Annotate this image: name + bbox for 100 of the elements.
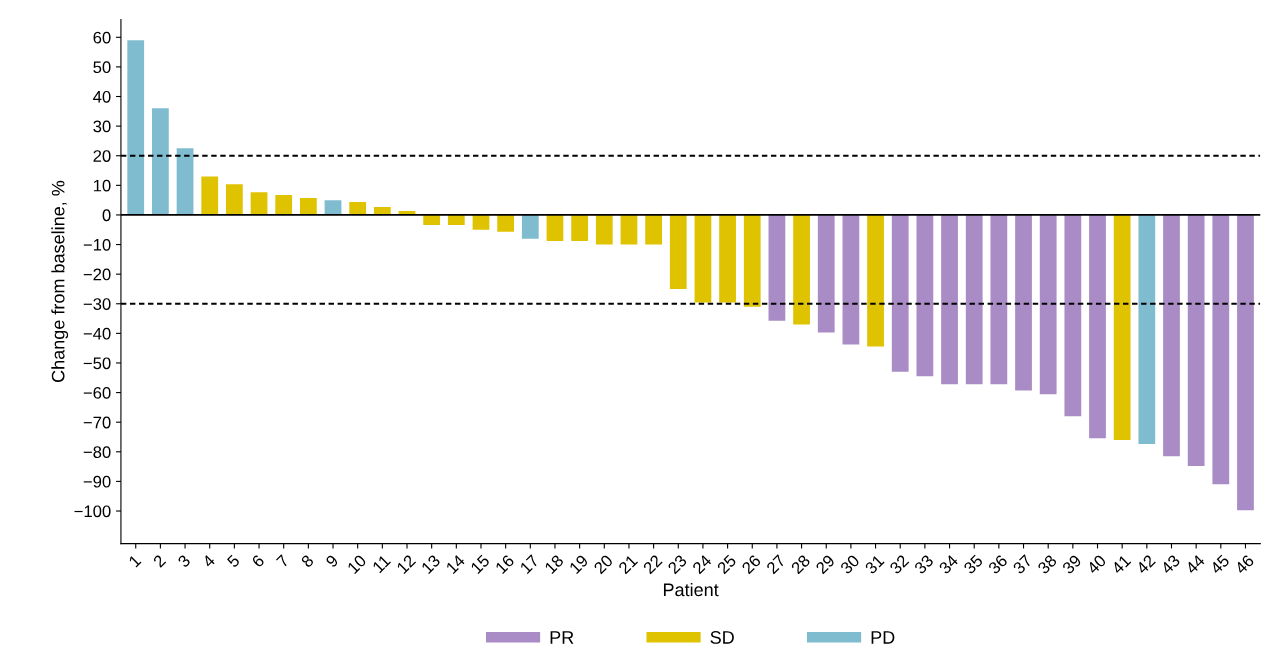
y-tick-label: −30 [83, 298, 111, 310]
bar [669, 214, 687, 289]
bar [1089, 214, 1106, 439]
bar [990, 214, 1008, 385]
bar [719, 214, 736, 303]
x-tick-label: 24 [691, 553, 713, 575]
y-tick-label: 20 [93, 150, 111, 162]
bar [916, 214, 934, 377]
bar [595, 214, 613, 245]
y-tick-label: 10 [93, 179, 111, 192]
x-tick-label: 26 [741, 554, 762, 575]
x-tick-label: 4 [201, 554, 216, 569]
bar [1039, 214, 1057, 395]
bar [250, 192, 268, 215]
bar [127, 40, 145, 215]
bar [1113, 214, 1131, 440]
bar [891, 214, 909, 372]
bar [546, 214, 564, 241]
x-tick-label: 30 [839, 554, 861, 575]
y-tick-label: 0 [102, 209, 111, 222]
x-tick-label: 9 [325, 554, 339, 568]
x-tick-label: 43 [1160, 554, 1181, 575]
bar [694, 214, 712, 303]
x-tick-label: 31 [864, 554, 885, 575]
y-tick-label: −100 [74, 505, 111, 518]
x-tick-label: 6 [251, 554, 265, 568]
y-tick-label: −50 [83, 357, 111, 370]
x-tick-label: 41 [1110, 554, 1132, 575]
bar [152, 108, 169, 215]
x-tick-label: 19 [568, 554, 589, 575]
legend-label: PD [871, 631, 895, 644]
bar [645, 214, 662, 245]
bar [1212, 214, 1230, 485]
bar [299, 198, 317, 215]
y-tick-label: 50 [93, 61, 111, 74]
x-tick-label: 45 [1209, 554, 1231, 575]
x-tick-label: 18 [544, 554, 565, 575]
y-tick-label: 30 [93, 120, 111, 133]
x-tick-label: 25 [716, 554, 737, 575]
y-tick-label: −40 [83, 327, 111, 340]
bar [817, 214, 835, 333]
bar [324, 200, 342, 215]
x-tick-label: 7 [275, 554, 290, 568]
bar [571, 214, 589, 241]
x-tick-label: 16 [494, 554, 515, 575]
bar [349, 201, 367, 215]
y-axis-title: Change from baseline, % [51, 180, 69, 382]
bar [447, 214, 465, 226]
bar [1138, 214, 1156, 445]
x-tick-label: 23 [667, 554, 688, 575]
x-tick-label: 27 [765, 554, 786, 575]
x-tick-label: 42 [1135, 554, 1156, 575]
bar [472, 214, 490, 230]
x-tick-label: 34 [938, 553, 959, 575]
bar [275, 195, 293, 215]
bar [620, 214, 638, 245]
x-axis-title: Patient [663, 582, 719, 597]
x-tick-label: 13 [420, 554, 441, 575]
bar [521, 214, 539, 239]
x-tick-label: 22 [642, 554, 663, 575]
bar [743, 214, 761, 307]
bar [867, 214, 884, 347]
bar [1187, 214, 1205, 467]
x-tick-label: 35 [962, 554, 984, 575]
x-tick-label: 10 [346, 554, 367, 575]
bar [176, 148, 194, 215]
y-tick-label: −70 [83, 416, 111, 429]
x-tick-label: 44 [1184, 554, 1206, 575]
bar [842, 214, 860, 345]
y-tick-label: −90 [83, 475, 111, 488]
x-tick-label: 28 [790, 554, 811, 575]
x-tick-label: 8 [300, 554, 315, 569]
y-tick-label: −80 [83, 446, 111, 458]
x-tick-label: 11 [372, 554, 391, 574]
x-tick-label: 36 [987, 554, 1009, 575]
y-tick-label: −10 [83, 238, 111, 251]
x-tick-label: 5 [226, 554, 241, 569]
x-tick-label: 29 [815, 554, 836, 575]
bar [1064, 214, 1082, 417]
bar [768, 214, 786, 321]
x-tick-label: 21 [617, 554, 638, 575]
x-tick-label: 15 [470, 554, 491, 575]
x-tick-label: 2 [152, 554, 167, 568]
x-tick-label: 33 [913, 554, 935, 575]
bar [497, 214, 515, 232]
y-tick-label: 60 [93, 31, 111, 44]
legend-label: PR [550, 631, 574, 644]
x-tick-label: 1 [128, 554, 142, 568]
bar [941, 214, 958, 385]
bar [1237, 214, 1254, 511]
x-tick-label: 40 [1086, 554, 1107, 575]
x-tick-label: 20 [593, 554, 614, 575]
bar [793, 214, 810, 325]
x-tick-label: 38 [1036, 554, 1058, 575]
bar [201, 176, 219, 215]
legend-label: SD [710, 631, 734, 644]
x-tick-label: 39 [1061, 554, 1083, 575]
bar [1015, 214, 1032, 391]
x-tick-label: 12 [396, 554, 417, 575]
y-tick-label: −60 [83, 386, 111, 399]
